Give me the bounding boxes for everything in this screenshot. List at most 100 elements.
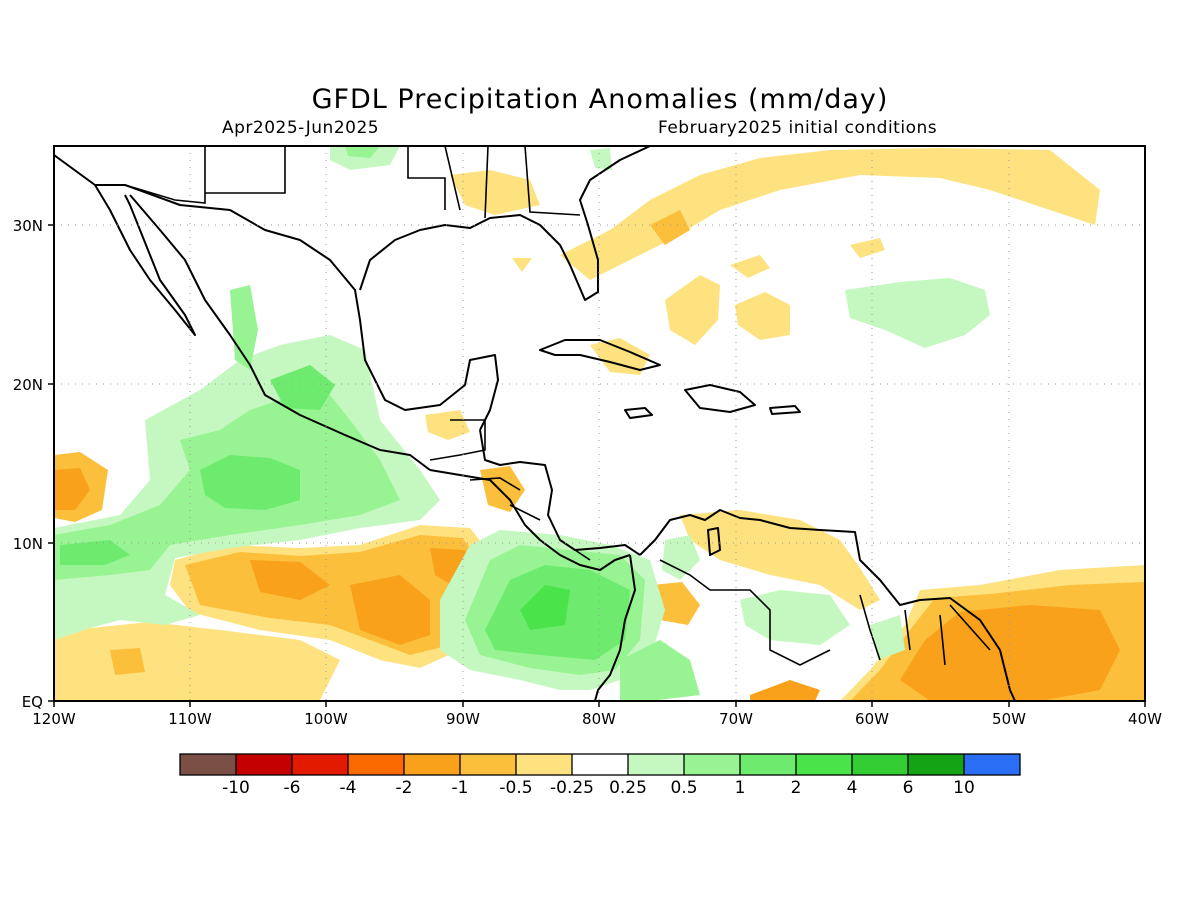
puerto-rico <box>769 405 801 415</box>
x-tick-label: 40W <box>1128 710 1162 728</box>
east-pacific-dry-belt <box>250 560 330 600</box>
western-atlantic-dry <box>560 148 1100 280</box>
central-america-caribbean <box>479 429 641 556</box>
colorbar-swatch <box>684 754 740 775</box>
colorbar-label: -0.5 <box>499 778 532 798</box>
x-tick-label: 90W <box>446 710 480 728</box>
x-tick-label: 120W <box>32 710 76 728</box>
western-atlantic-dry <box>730 255 770 278</box>
hispaniola <box>684 384 756 413</box>
x-tick-label: 50W <box>992 710 1026 728</box>
us-gulf-coast-north <box>359 146 651 301</box>
colorbar-swatch <box>572 754 628 775</box>
east-pacific-dry-belt <box>350 575 430 645</box>
colorbar-swatch <box>796 754 852 775</box>
western-atlantic-dry <box>850 238 885 258</box>
y-tick-label: 30N <box>13 217 43 235</box>
subtitle-period: Apr2025-Jun2025 <box>222 118 380 138</box>
colorbar-dividers <box>179 753 1021 776</box>
colorbar-swatch <box>404 754 460 775</box>
colorbar-swatch <box>740 754 796 775</box>
colorbar-swatch <box>852 754 908 775</box>
us-state-lines <box>407 146 581 219</box>
mexico-coast-wet <box>230 285 258 370</box>
colorbar-label: -4 <box>340 778 357 798</box>
amazon-dry-spot <box>750 680 820 701</box>
south-american-borders <box>659 559 991 666</box>
venezuela-coast-dry <box>680 510 880 610</box>
gulf-coast-dry <box>512 258 532 272</box>
western-atlantic-dry <box>665 275 720 345</box>
south-america-north-coast <box>639 509 1016 701</box>
tick-marks <box>48 224 1146 707</box>
anomaly-field <box>54 146 1145 701</box>
south-america-pacific-coast <box>594 554 636 701</box>
map-title: GFDL Precipitation Anomalies (mm/day) <box>311 84 889 115</box>
central-america-pacific <box>429 469 631 571</box>
mexico-pacific-coast <box>129 194 431 471</box>
x-tick-label: 100W <box>304 710 348 728</box>
colorbar-swatch <box>348 754 404 775</box>
colombia-wet <box>620 640 700 701</box>
grid <box>54 146 1145 701</box>
guyana-wet <box>870 615 905 660</box>
x-axis-labels: 120W 110W 100W 90W 80W 70W 60W 50W 40W <box>32 710 1162 728</box>
central-american-borders <box>469 477 591 561</box>
mexico-pacific-dry-spot <box>54 468 90 510</box>
y-tick-label: 10N <box>13 535 43 553</box>
colorbar-label: 0.25 <box>609 778 647 798</box>
colorbar-swatch <box>908 754 964 775</box>
guatemala-belize <box>429 419 486 461</box>
western-atlantic-dry <box>650 210 690 245</box>
colorbar-label: 0.5 <box>670 778 697 798</box>
cuba-dry <box>590 338 650 375</box>
colorbar-labels: -10 -6 -4 -2 -1 -0.5 -0.25 0.25 0.5 1 2 … <box>222 778 975 798</box>
east-pacific-dry-belt <box>54 622 340 701</box>
y-tick-label: 20N <box>13 376 43 394</box>
colorbar-label: 10 <box>953 778 975 798</box>
colorbar-swatch <box>516 754 572 775</box>
y-tick-label: EQ <box>22 693 43 711</box>
north-gulf-wet <box>345 146 380 158</box>
y-axis-labels: EQ 10N 20N 30N <box>13 217 43 711</box>
x-tick-label: 60W <box>855 710 889 728</box>
colombia-wet <box>662 535 700 580</box>
central-atlantic-wet <box>845 278 990 348</box>
colorbar-swatch <box>460 754 516 775</box>
colorbar-swatch <box>964 754 1020 775</box>
colorbar-swatch <box>180 754 236 775</box>
baja-california <box>94 184 196 336</box>
x-tick-label: 80W <box>582 710 616 728</box>
colorbar-label: -1 <box>452 778 469 798</box>
western-atlantic-dry <box>735 292 790 340</box>
east-pacific-wet-belt <box>200 455 300 510</box>
us-gulf-coast <box>54 154 499 431</box>
guianas-atlantic-dry <box>900 605 1120 701</box>
costa-rica-panama-wet <box>520 585 570 630</box>
colorbar-label: -2 <box>396 778 413 798</box>
x-tick-label: 110W <box>168 710 212 728</box>
political-borders <box>124 146 991 666</box>
x-tick-label: 70W <box>719 710 753 728</box>
jamaica <box>624 407 653 419</box>
colombia-dry-spot <box>652 582 700 625</box>
colorbar-swatch <box>236 754 292 775</box>
colorbar-swatch <box>628 754 684 775</box>
colorbar-label: -6 <box>284 778 301 798</box>
venezuela-wet <box>740 590 850 645</box>
colorbar-label: 6 <box>903 778 914 798</box>
colorbar-label: -0.25 <box>550 778 594 798</box>
us-mexico-border <box>124 146 286 204</box>
colorbar-label: 4 <box>847 778 858 798</box>
east-pacific-dry-belt <box>110 648 145 675</box>
mexico-coast-wet <box>270 365 335 410</box>
cuba <box>539 339 661 371</box>
east-pacific-wet-belt <box>60 540 130 565</box>
colorbar-label: 2 <box>791 778 802 798</box>
georgia-coast-wet <box>590 148 612 170</box>
colorbar-swatch <box>292 754 348 775</box>
subtitle-initial-conditions: February2025 initial conditions <box>658 118 938 138</box>
yucatan-dry <box>425 410 470 440</box>
coastlines <box>54 146 1016 701</box>
